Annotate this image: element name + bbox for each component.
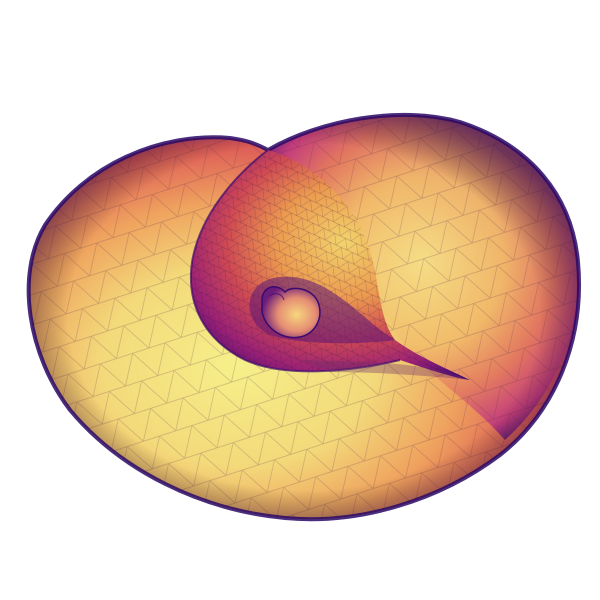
inner-hole — [261, 285, 321, 339]
